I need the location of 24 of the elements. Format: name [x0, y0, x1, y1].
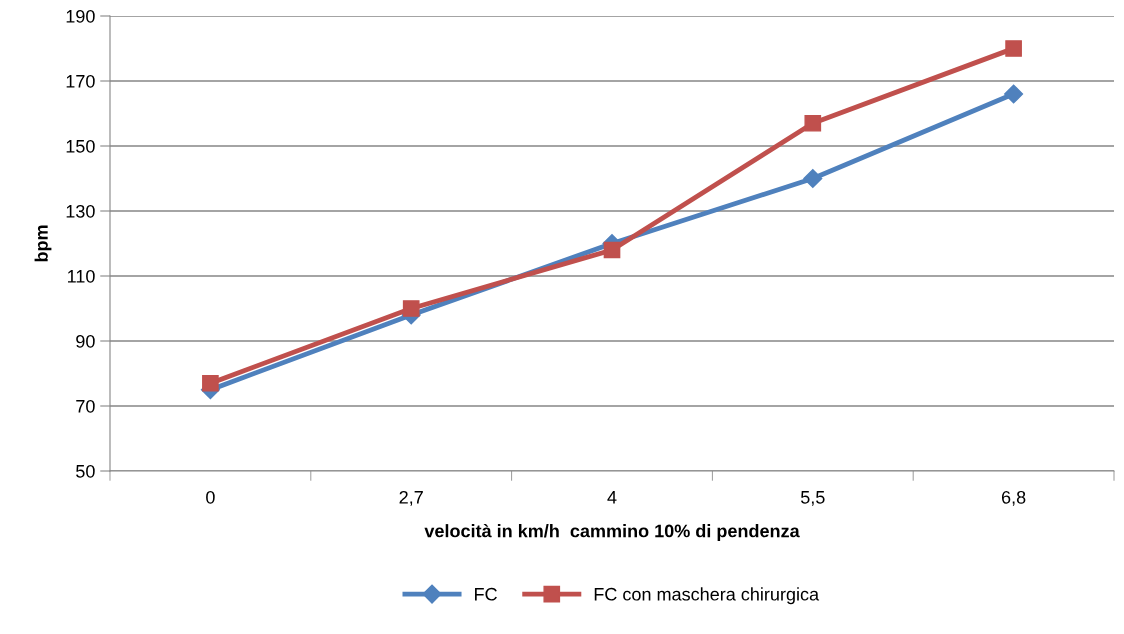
legend-label: FC con maschera chirurgica [594, 587, 820, 605]
x-tick-label: 5,5 [800, 491, 825, 506]
legend-label: FC [475, 587, 497, 601]
point [1004, 84, 1024, 104]
point [603, 241, 621, 259]
x-tick-label: 2,7 [399, 490, 423, 506]
y-tick-label: 130 [66, 204, 95, 218]
y-tick-label: 70 [76, 399, 95, 413]
x-axis-title: velocità in km/h cammino 10% di pendenza [424, 523, 800, 541]
x-tick-label: 0 [206, 490, 215, 504]
point [1005, 40, 1022, 57]
y-tick-label: 90 [76, 334, 95, 348]
point [803, 168, 823, 189]
y-axis-title: bpm [34, 225, 52, 262]
x-tick-label: 4 [607, 491, 617, 504]
y-tick-label: 50 [76, 464, 95, 478]
y-tick-label: 150 [66, 139, 95, 153]
y-tick-label: 110 [68, 269, 95, 283]
y-tick-label: 170 [66, 74, 95, 88]
y-tick-label: 190 [66, 9, 95, 23]
point [804, 114, 822, 132]
point [202, 374, 219, 392]
point [402, 300, 420, 317]
x-tick-label: 6,8 [1001, 490, 1026, 506]
